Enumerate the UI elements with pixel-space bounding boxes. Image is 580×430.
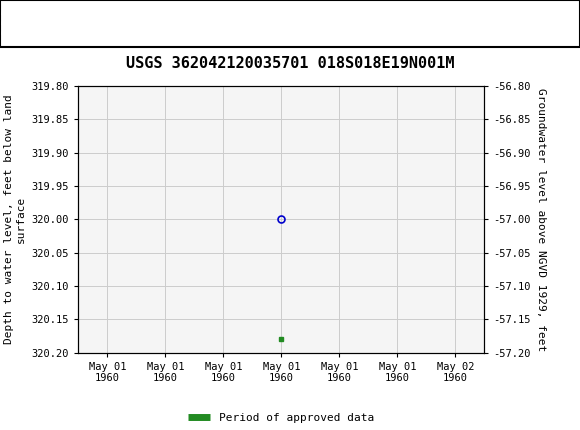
Y-axis label: Groundwater level above NGVD 1929, feet: Groundwater level above NGVD 1929, feet	[536, 88, 546, 351]
Text: USGS: USGS	[8, 14, 76, 34]
Y-axis label: Depth to water level, feet below land
surface: Depth to water level, feet below land su…	[4, 95, 26, 344]
Text: USGS 362042120035701 018S018E19N001M: USGS 362042120035701 018S018E19N001M	[126, 56, 454, 71]
Legend: Period of approved data: Period of approved data	[184, 408, 379, 427]
